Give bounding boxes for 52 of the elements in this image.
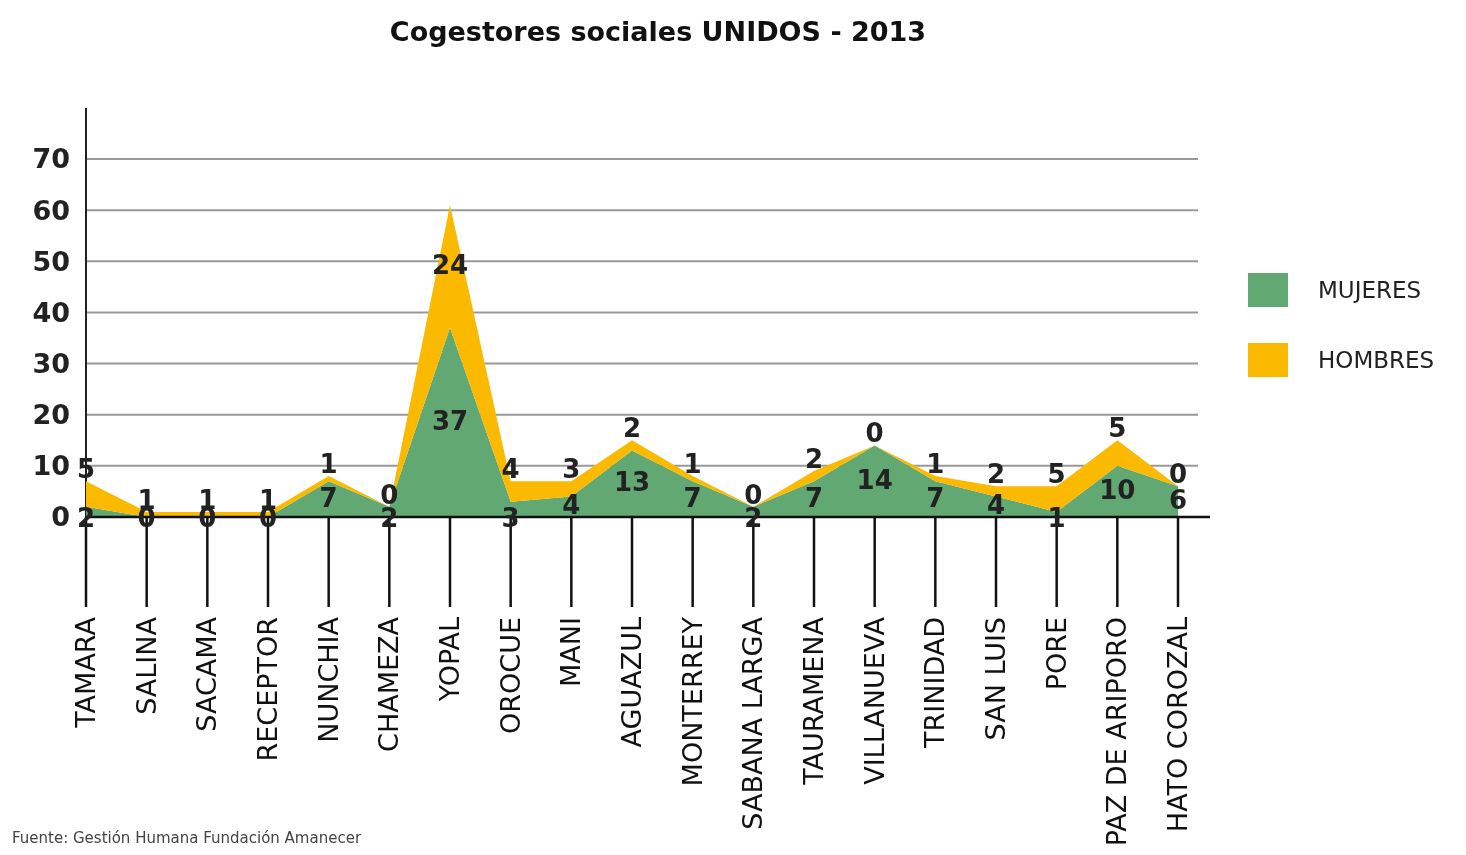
data-label: 2 (804, 443, 824, 474)
data-label: 14 (856, 464, 893, 495)
data-label: 0 (865, 418, 884, 449)
data-label: 7 (683, 482, 702, 513)
x-tick-label: TAURAMENA (798, 616, 829, 786)
y-tick-label: 30 (32, 348, 70, 380)
y-tick-label: 60 (32, 194, 70, 226)
x-tick-label: SABANA LARGA (737, 616, 769, 830)
chart-title: Cogestores sociales UNIDOS - 2013 (389, 16, 927, 47)
data-label: 10 (1099, 474, 1136, 505)
y-tick-label: 0 (51, 501, 70, 533)
x-tick-label: MONTERREY (676, 616, 708, 787)
x-tick-label: NUNCHIA (312, 616, 344, 743)
x-tick-label: TAMARA (70, 616, 101, 729)
y-tick-label: 20 (32, 399, 70, 431)
data-label: 4 (986, 490, 1006, 521)
x-tick-label: AGUAZUL (616, 617, 647, 748)
legend-label: MUJERES (1318, 277, 1422, 304)
data-label: 1 (683, 449, 702, 480)
y-tick-label: 40 (32, 296, 70, 328)
y-tick-label: 70 (32, 143, 70, 175)
x-tick-label: RECEPTOR (252, 617, 283, 762)
x-tick-label: SAN LUIS (980, 617, 1011, 741)
x-tick-label: CHAMEZA (373, 616, 405, 752)
source-note: Fuente: Gestión Humana Fundación Amanecer (12, 829, 362, 847)
y-tick-label: 10 (32, 450, 70, 482)
data-label: 7 (319, 482, 338, 513)
x-tick-label: VILLANUEVA (858, 616, 890, 785)
x-tick-label: MANI (555, 617, 587, 687)
y-tick-label: 50 (32, 245, 70, 277)
legend-label: HOMBRES (1318, 347, 1435, 374)
data-label: 5 (1108, 413, 1127, 444)
x-tick-label: TRINIDAD (919, 617, 951, 749)
x-tick-label: SALINA (130, 616, 162, 715)
x-tick-label: HATO COROZAL (1162, 617, 1193, 833)
data-label: 1 (926, 449, 945, 480)
x-tick-label: OROCUE (494, 617, 526, 734)
data-label: 5 (1047, 459, 1066, 490)
x-tick-label: YOPAL (434, 617, 465, 703)
data-label: 3 (501, 502, 520, 533)
data-label: 37 (431, 405, 469, 436)
data-label: 1 (319, 449, 338, 480)
x-tick-label: SACAMA (191, 616, 223, 732)
data-label: 3 (562, 454, 581, 485)
data-label: 2 (986, 459, 1006, 490)
x-tick-label: PAZ DE ARIPORO (1101, 617, 1133, 847)
x-tick-label: PORE (1040, 617, 1072, 691)
data-label: 7 (926, 482, 945, 513)
data-label: 2 (622, 413, 642, 444)
data-label: 13 (613, 467, 651, 498)
data-label: 4 (562, 490, 581, 521)
data-label: 7 (804, 482, 824, 513)
